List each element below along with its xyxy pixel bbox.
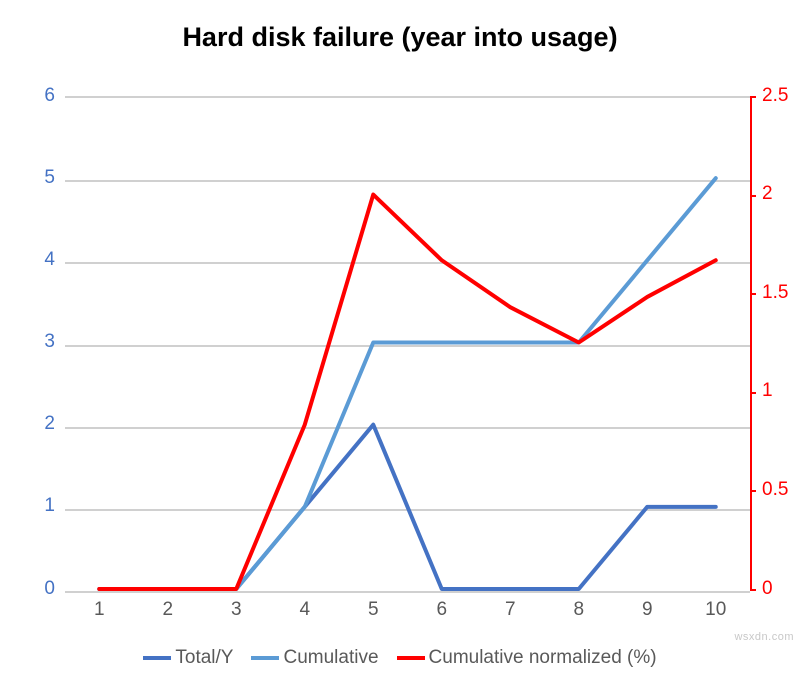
y1-tick-label: 3 [25,331,55,353]
legend-item-total_y: Total/Y [143,647,233,669]
legend-label: Total/Y [175,647,233,669]
legend-swatch [143,656,171,660]
y1-tick-label: 1 [25,495,55,517]
y2-tick-label: 0 [762,578,773,600]
legend-item-cumulative_norm: Cumulative normalized (%) [397,647,657,669]
series-cumulative [99,178,716,589]
y1-tick-label: 4 [25,249,55,271]
y2-tick-label: 0.5 [762,479,788,501]
y2-tick [750,96,756,98]
series-cumulative_norm [99,195,716,589]
x-tick-label: 8 [559,599,599,621]
x-tick-label: 5 [353,599,393,621]
legend-swatch [397,656,425,660]
y2-tick-label: 2 [762,183,773,205]
y1-tick-label: 2 [25,413,55,435]
x-tick-label: 2 [148,599,188,621]
watermark: wsxdn.com [734,631,794,643]
y1-tick-label: 5 [25,167,55,189]
x-tick-label: 10 [696,599,736,621]
y2-tick [750,293,756,295]
x-tick-label: 7 [490,599,530,621]
y1-tick-label: 6 [25,85,55,107]
x-tick-label: 6 [422,599,462,621]
legend: Total/Y Cumulative Cumulative normalized (… [0,647,800,669]
y1-tick-label: 0 [25,578,55,600]
y2-tick [750,589,756,591]
legend-label: Cumulative normalized (%) [429,647,657,669]
x-tick-label: 1 [79,599,119,621]
y2-tick [750,490,756,492]
series-total_y [99,425,716,589]
y2-tick [750,195,756,197]
x-tick-label: 3 [216,599,256,621]
chart-container: Hard disk failure (year into usage) Tota… [0,0,800,677]
y2-tick [750,392,756,394]
y2-tick-label: 1 [762,380,773,402]
legend-item-cumulative: Cumulative [251,647,378,669]
x-tick-label: 9 [627,599,667,621]
legend-label: Cumulative [283,647,378,669]
x-tick-label: 4 [285,599,325,621]
y2-tick-label: 1.5 [762,282,788,304]
y2-tick-label: 2.5 [762,85,788,107]
y2-axis [750,96,752,589]
legend-swatch [251,656,279,660]
chart-lines [0,0,800,677]
